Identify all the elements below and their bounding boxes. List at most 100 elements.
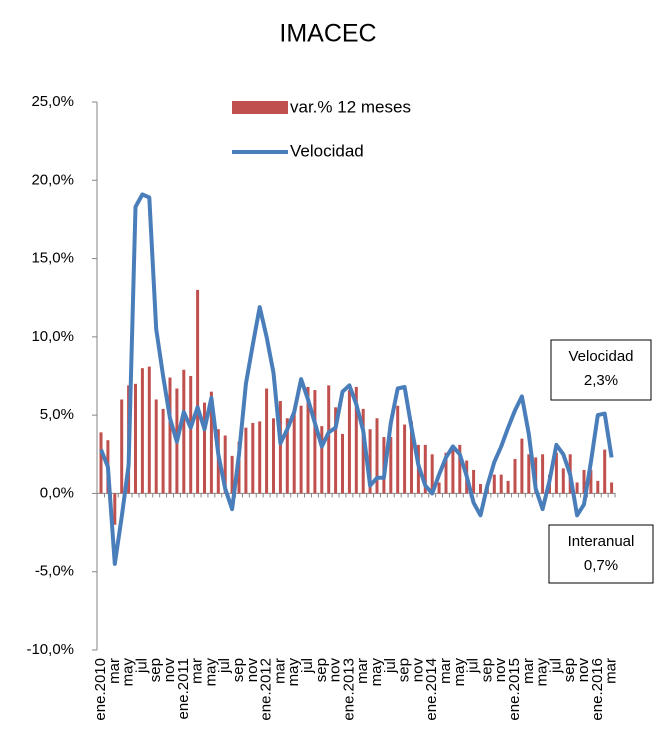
x-tick-label: nov: [409, 658, 426, 683]
bar: [561, 468, 565, 494]
bar: [596, 480, 600, 494]
bar: [251, 422, 255, 494]
bar: [320, 426, 324, 494]
bar: [472, 469, 476, 494]
x-tick-label: may: [451, 658, 468, 687]
x-tick-label: sep: [396, 658, 413, 682]
bar: [306, 386, 310, 494]
y-tick-label: 0,0%: [40, 484, 74, 501]
x-tick-label: jul: [133, 658, 150, 674]
bar: [499, 474, 503, 494]
bar: [410, 421, 413, 494]
x-tick-label: sep: [313, 658, 330, 682]
bar: [458, 444, 462, 494]
bar: [479, 484, 482, 494]
bar: [354, 386, 358, 494]
bar: [168, 377, 172, 494]
bar: [278, 401, 282, 494]
x-tick-label: jul: [382, 658, 399, 674]
bar: [347, 390, 351, 494]
bar: [154, 399, 158, 494]
x-tick-label: nov: [161, 658, 178, 683]
bar: [265, 388, 269, 494]
bar: [196, 289, 200, 494]
legend-label: Velocidad: [290, 141, 364, 160]
x-tick-label: ene.2016: [589, 658, 606, 721]
bar: [285, 418, 289, 494]
bar: [375, 418, 379, 494]
x-tick-label: nov: [244, 658, 261, 683]
x-tick-label: may: [202, 658, 219, 687]
line: [99, 192, 614, 566]
bar: [506, 480, 510, 494]
bar: [444, 452, 448, 494]
bar: [161, 408, 165, 494]
x-tick-label: jul: [216, 658, 233, 674]
bar: [437, 482, 441, 494]
bar: [209, 391, 213, 494]
annotation-text: Interanual: [568, 533, 635, 550]
bar: [134, 383, 137, 494]
bar: [313, 390, 317, 494]
bar: [589, 469, 593, 494]
legend-label: var.% 12 meses: [290, 97, 411, 116]
x-tick-label: may: [368, 658, 385, 687]
y-tick-label: -10,0%: [26, 641, 74, 658]
x-tick-label: mar: [603, 658, 620, 684]
bar: [389, 437, 393, 494]
x-tick-label: sep: [230, 658, 247, 682]
x-tick-label: ene.2013: [340, 658, 357, 721]
x-tick-label: jul: [547, 658, 564, 674]
annotation-text: 0,7%: [584, 557, 618, 574]
chart-title: IMACEC: [279, 20, 376, 48]
bar: [223, 435, 227, 494]
bar: [120, 399, 124, 494]
bar: [334, 407, 338, 494]
bar: [582, 469, 586, 494]
bar: [520, 438, 524, 494]
x-tick-label: jul: [299, 658, 316, 674]
x-tick-label: ene.2010: [92, 658, 109, 721]
bar: [327, 385, 331, 494]
y-tick-label: 10,0%: [31, 328, 74, 345]
bar: [610, 482, 614, 494]
x-tick-label: mar: [189, 658, 206, 684]
bar: [341, 433, 344, 494]
annotation-box: [550, 339, 652, 401]
bar: [492, 474, 496, 494]
x-tick-label: jul: [465, 658, 482, 674]
x-tick-label: ene.2011: [175, 658, 192, 719]
bar: [244, 427, 248, 494]
y-tick-label: 15,0%: [31, 250, 74, 267]
bar: [423, 444, 427, 494]
x-tick-label: mar: [354, 658, 371, 684]
bar: [451, 446, 455, 494]
bar: [182, 369, 186, 494]
x-tick-label: mar: [437, 658, 454, 684]
bar: [189, 376, 193, 494]
bar: [430, 454, 434, 494]
bar: [140, 368, 144, 494]
x-tick-label: mar: [520, 658, 537, 684]
x-tick-label: sep: [478, 658, 495, 682]
y-tick-label: 5,0%: [40, 406, 74, 423]
bar: [396, 405, 400, 494]
legend-swatch: [232, 101, 288, 114]
bar: [272, 418, 275, 494]
x-tick-label: nov: [327, 658, 344, 683]
x-tick-label: sep: [147, 658, 164, 682]
bar: [603, 449, 607, 494]
x-tick-label: mar: [106, 658, 123, 684]
bar: [299, 405, 303, 494]
x-tick-label: nov: [575, 658, 592, 683]
bar: [292, 412, 296, 494]
annotation-box: [548, 524, 654, 584]
bar: [230, 455, 234, 494]
bar: [403, 424, 407, 494]
bar: [361, 408, 365, 494]
x-tick-label: sep: [561, 658, 578, 682]
bar: [513, 458, 517, 494]
x-tick-label: ene.2014: [423, 658, 440, 721]
bar: [258, 421, 262, 494]
